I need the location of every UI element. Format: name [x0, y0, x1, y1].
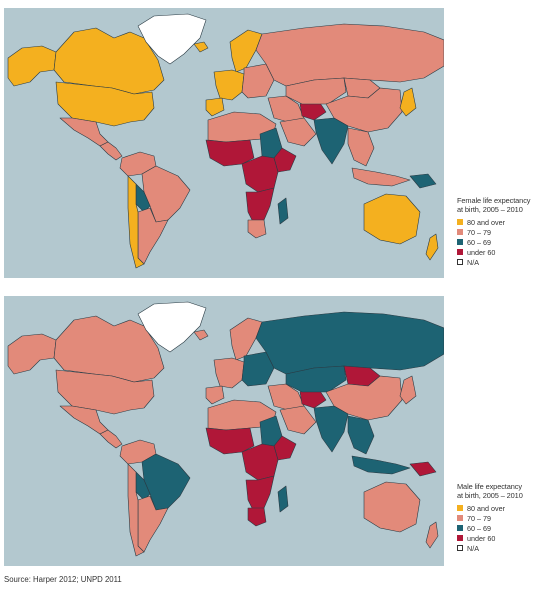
region-india: [313, 405, 349, 453]
legend-label: 80 and over: [467, 503, 505, 513]
legend-label: under 60: [467, 247, 496, 257]
region-australia: [363, 481, 421, 533]
source-note: Source: Harper 2012; UNPD 2011: [4, 575, 122, 584]
region-alaska: [7, 45, 57, 87]
region-west-africa: [205, 427, 255, 455]
male-legend-title: Male life expectancy at birth, 2005 – 20…: [457, 482, 543, 500]
legend-label: N/A: [467, 257, 479, 267]
female-world-map: [7, 13, 444, 269]
region-papua: [409, 173, 437, 189]
region-western-europe: [213, 69, 245, 101]
male-legend-title-line1: Male life expectancy: [457, 482, 522, 491]
region-central-asia: [285, 365, 347, 393]
region-iberia: [205, 97, 225, 117]
legend-label: 70 – 79: [467, 227, 491, 237]
legend-item-60-69: 60 – 69: [457, 523, 543, 533]
region-madagascar: [277, 197, 289, 225]
region-new-zealand: [425, 521, 439, 549]
region-australia: [363, 193, 421, 245]
region-arabia: [279, 117, 317, 147]
male-legend-title-line2: at birth, 2005 – 2010: [457, 491, 523, 500]
legend-item-under-60: under 60: [457, 247, 543, 257]
swatch-70-79: [457, 229, 463, 235]
region-southeast-asia: [347, 127, 375, 167]
region-alaska: [7, 333, 57, 375]
legend-label: 60 – 69: [467, 523, 491, 533]
female-legend-title: Female life expectancy at birth, 2005 – …: [457, 196, 543, 214]
female-life-expectancy-map: [4, 8, 444, 278]
region-indonesia: [351, 167, 411, 187]
legend-item-70-79: 70 – 79: [457, 513, 543, 523]
region-new-zealand: [425, 233, 439, 261]
region-greenland: [137, 13, 207, 65]
region-greenland: [137, 301, 207, 353]
swatch-70-79: [457, 515, 463, 521]
legend-label: under 60: [467, 533, 496, 543]
swatch-na: [457, 545, 463, 551]
region-scandinavia: [229, 29, 263, 73]
legend-label: 60 – 69: [467, 237, 491, 247]
swatch-under-60: [457, 249, 463, 255]
swatch-under-60: [457, 535, 463, 541]
swatch-60-69: [457, 525, 463, 531]
male-life-expectancy-map: [4, 296, 444, 566]
region-central-asia: [285, 77, 347, 105]
male-legend: Male life expectancy at birth, 2005 – 20…: [457, 482, 543, 553]
region-chile: [127, 463, 145, 557]
region-canada: [53, 315, 165, 383]
region-scandinavia: [229, 317, 263, 361]
female-legend: Female life expectancy at birth, 2005 – …: [457, 196, 543, 267]
legend-label: 70 – 79: [467, 513, 491, 523]
region-central-america: [99, 141, 123, 161]
legend-item-60-69: 60 – 69: [457, 237, 543, 247]
region-southern-africa: [245, 187, 275, 225]
female-legend-title-line2: at birth, 2005 – 2010: [457, 205, 523, 214]
region-south-africa: [247, 507, 267, 527]
region-western-europe: [213, 357, 245, 389]
swatch-na: [457, 259, 463, 265]
region-japan: [399, 87, 417, 117]
region-madagascar: [277, 485, 289, 513]
region-central-africa: [241, 443, 279, 481]
legend-item-under-60: under 60: [457, 533, 543, 543]
region-canada: [53, 27, 165, 95]
legend-item-na: N/A: [457, 543, 543, 553]
region-arabia: [279, 405, 317, 435]
region-usa: [55, 81, 155, 127]
legend-label: N/A: [467, 543, 479, 553]
region-iceland: [193, 41, 209, 53]
legend-item-80-over: 80 and over: [457, 217, 543, 227]
region-chile: [127, 175, 145, 269]
region-central-africa: [241, 155, 279, 193]
region-iberia: [205, 385, 225, 405]
legend-item-na: N/A: [457, 257, 543, 267]
swatch-60-69: [457, 239, 463, 245]
region-southeast-asia: [347, 415, 375, 455]
region-southern-africa: [245, 475, 275, 513]
region-india: [313, 117, 349, 165]
region-iceland: [193, 329, 209, 341]
swatch-80-over: [457, 505, 463, 511]
region-south-africa: [247, 219, 267, 239]
region-russia: [255, 311, 444, 375]
male-world-map: [7, 301, 444, 557]
legend-label: 80 and over: [467, 217, 505, 227]
legend-item-80-over: 80 and over: [457, 503, 543, 513]
swatch-80-over: [457, 219, 463, 225]
region-russia: [255, 23, 444, 87]
region-west-africa: [205, 139, 255, 167]
region-indonesia: [351, 455, 411, 475]
region-central-america: [99, 429, 123, 449]
female-legend-title-line1: Female life expectancy: [457, 196, 531, 205]
region-usa: [55, 369, 155, 415]
region-papua: [409, 461, 437, 477]
legend-item-70-79: 70 – 79: [457, 227, 543, 237]
region-japan: [399, 375, 417, 405]
